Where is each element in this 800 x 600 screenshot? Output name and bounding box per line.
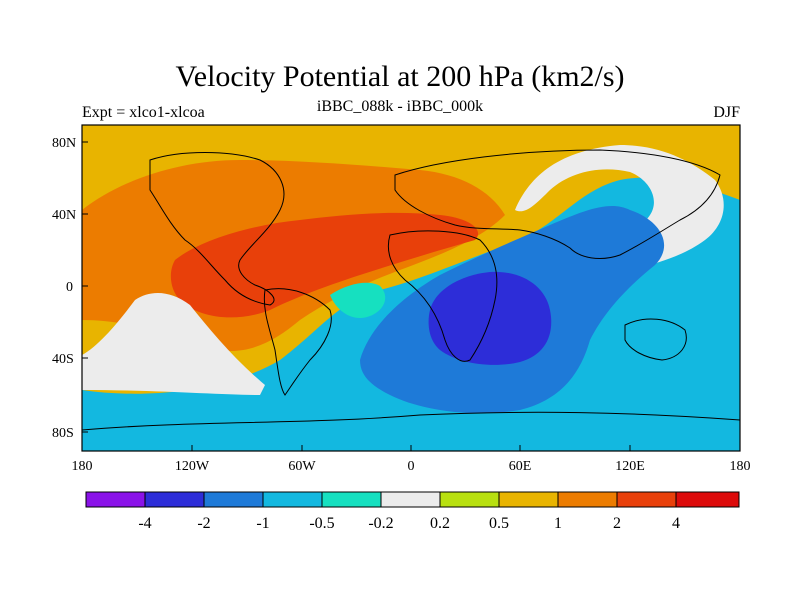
- coast-africa: [387, 230, 498, 362]
- lat-label: 40S: [52, 352, 74, 367]
- field-east-asia-neutral: [515, 145, 724, 269]
- colorbar-swatch: [499, 492, 558, 507]
- lon-ticks: [81, 445, 741, 451]
- season-label: DJF: [713, 104, 740, 121]
- colorbar-swatch: [86, 492, 145, 507]
- lat-ticks: [82, 141, 88, 433]
- colorbar-swatch: [263, 492, 322, 507]
- colorbar-swatch: [322, 492, 381, 507]
- colorbar-swatch: [381, 492, 440, 507]
- comparison-label: iBBC_088k - iBBC_000k: [316, 98, 484, 115]
- colorbar-frame: [85, 491, 740, 508]
- lat-label: 80S: [52, 426, 74, 441]
- colorbar-labels: -4 -2 -1 -0.5 -0.2 0.2 0.5 1 2 4: [138, 515, 680, 532]
- colorbar-dividers: [144, 492, 677, 507]
- colorbar-label: -0.2: [368, 515, 393, 532]
- plot-title: Velocity Potential at 200 hPa (km2/s): [175, 60, 625, 93]
- colorbar-label: 0.5: [489, 515, 509, 532]
- velocity-potential-field: [82, 125, 740, 451]
- colorbar-swatch: [204, 492, 263, 507]
- coast-australia: [624, 318, 687, 361]
- lat-labels: 80N 40N 0 40S 80S: [52, 136, 76, 441]
- colorbar-label: -1: [256, 515, 269, 532]
- colorbar-swatch: [617, 492, 676, 507]
- experiment-label: Expt = xlco1-xlcoa: [82, 104, 205, 121]
- coast-eurasia: [394, 149, 721, 259]
- lon-label: 180: [72, 459, 93, 474]
- colorbar-swatch: [440, 492, 499, 507]
- coast-south-america: [263, 288, 332, 396]
- colorbar-label: 0.2: [430, 515, 450, 532]
- lon-label: 180: [730, 459, 751, 474]
- colorbar-swatch: [145, 492, 204, 507]
- colorbar: [85, 491, 740, 508]
- colorbar-label: -4: [138, 515, 151, 532]
- colorbar-label: -2: [197, 515, 210, 532]
- lon-label: 0: [408, 459, 415, 474]
- colorbar-swatch: [676, 492, 739, 507]
- lon-label: 60W: [288, 459, 316, 474]
- lat-label: 80N: [52, 136, 76, 151]
- colorbar-label: 4: [672, 515, 680, 532]
- field-weak-negative: [330, 282, 386, 318]
- colorbar-label: 2: [613, 515, 621, 532]
- coast-antarctica: [82, 411, 740, 431]
- lon-label: 120W: [175, 459, 210, 474]
- coastlines: [82, 149, 740, 431]
- colorbar-label: -0.5: [309, 515, 334, 532]
- field-pacific-neutral: [82, 293, 265, 395]
- lon-label: 120E: [615, 459, 645, 474]
- colorbar-swatch: [558, 492, 617, 507]
- lat-label: 40N: [52, 208, 76, 223]
- lat-label: 0: [66, 280, 73, 295]
- coast-north-america: [149, 152, 285, 306]
- field-positive-core: [170, 212, 479, 318]
- lon-labels: 180 120W 60W 0 60E 120E 180: [72, 459, 751, 474]
- lon-label: 60E: [509, 459, 532, 474]
- colorbar-label: 1: [554, 515, 562, 532]
